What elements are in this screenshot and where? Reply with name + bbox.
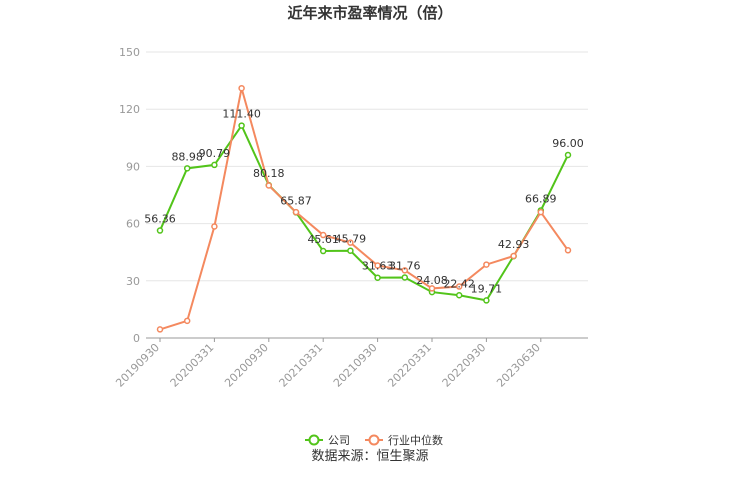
x-tick-label: 20200930 xyxy=(222,341,271,390)
x-tick-label: 20190930 xyxy=(113,341,162,390)
series-1-point xyxy=(510,252,517,260)
series-0-point xyxy=(401,274,409,281)
series-1-point xyxy=(428,285,436,292)
y-tick-label: 30 xyxy=(126,275,140,288)
data-label: 31.76 xyxy=(389,259,421,272)
series-1-point xyxy=(183,317,191,325)
series-0-point xyxy=(238,122,245,129)
x-axis: 20190930 20200331 20200930 20210331 20210930… xyxy=(113,337,588,390)
series-0-point xyxy=(183,165,191,172)
gridlines xyxy=(146,51,588,339)
data-label: 111.40 xyxy=(222,108,261,121)
y-tick-label: 60 xyxy=(126,218,140,231)
data-label: 66.89 xyxy=(525,192,557,205)
series-1-point xyxy=(156,326,164,333)
data-label: 45.61 xyxy=(307,233,339,246)
x-tick-label: 20230630 xyxy=(494,341,543,390)
series-1-point xyxy=(564,247,572,254)
series-1-point xyxy=(265,182,273,189)
data-label: 24.08 xyxy=(416,274,448,287)
y-axis-ticks: 0 30 60 90 120 150 xyxy=(119,46,140,345)
series-1-point xyxy=(483,261,490,268)
data-label: 96.00 xyxy=(552,137,584,150)
data-label: 19.71 xyxy=(471,282,503,295)
legend-marker-0 xyxy=(308,434,320,446)
series-1-point xyxy=(238,84,245,92)
series-1-point xyxy=(455,283,463,290)
x-tick-label: 20210331 xyxy=(277,341,326,390)
data-label: 31.63 xyxy=(362,260,394,273)
series-0-point xyxy=(564,151,572,159)
x-tick-label: 20200331 xyxy=(168,341,217,390)
data-label: 90.79 xyxy=(199,147,231,160)
legend-label-0: 公司 xyxy=(328,434,350,447)
series-0-point xyxy=(211,161,218,169)
data-label: 45.79 xyxy=(335,233,367,246)
series-0-point xyxy=(455,292,463,299)
x-tick-label: 20220930 xyxy=(440,341,489,390)
series-0-point xyxy=(483,297,490,304)
y-tick-label: 150 xyxy=(119,46,140,59)
data-label: 65.87 xyxy=(280,194,312,207)
x-tick-label: 20220331 xyxy=(385,341,434,390)
data-source: 数据来源：恒生聚源 xyxy=(311,449,429,464)
series-1-point xyxy=(347,239,354,246)
series-0-point xyxy=(319,247,327,255)
series-lines xyxy=(156,84,572,333)
series-1-point xyxy=(292,208,300,216)
data-label: 56.36 xyxy=(144,213,176,226)
series-1-point xyxy=(211,223,218,230)
series-line-1 xyxy=(159,87,569,331)
data-label: 80.18 xyxy=(253,167,285,180)
series-line-0 xyxy=(159,123,569,302)
series-1-point xyxy=(374,262,381,269)
legend-label-1: 行业中位数 xyxy=(388,433,443,447)
x-tick-label: 20210930 xyxy=(331,341,380,390)
series-0-point xyxy=(156,227,164,234)
series-0-point xyxy=(374,274,381,281)
y-tick-label: 90 xyxy=(126,160,140,173)
legend-marker-1 xyxy=(368,434,380,446)
data-label: 88.98 xyxy=(171,150,203,163)
legend[interactable]: 公司 行业中位数 xyxy=(305,433,443,447)
series-0-point xyxy=(347,247,354,254)
data-label: 42.93 xyxy=(498,238,530,251)
series-1-point xyxy=(537,208,545,216)
series-1-point xyxy=(401,267,409,274)
chart-title: 近年来市盈率情况（倍） xyxy=(287,4,453,22)
series-1-point xyxy=(319,231,327,239)
y-tick-label: 0 xyxy=(133,332,140,345)
y-tick-label: 120 xyxy=(119,103,140,116)
data-label: 22.42 xyxy=(443,277,475,290)
